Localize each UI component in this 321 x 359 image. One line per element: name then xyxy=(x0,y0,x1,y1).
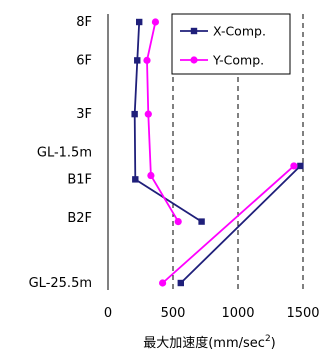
y-label-3f: 3F xyxy=(76,107,92,122)
x-tick-label-500: 500 xyxy=(161,306,186,321)
series-2-point xyxy=(151,18,160,26)
x-tick-label-1000: 1000 xyxy=(221,306,254,321)
x-axis-title-superscript: 2 xyxy=(265,334,271,344)
series-1-point xyxy=(297,162,304,170)
series-2-point xyxy=(174,217,182,226)
series-1-point xyxy=(134,57,141,64)
x-tick-label-0: 0 xyxy=(104,306,112,321)
x-tick-label-1500: 1500 xyxy=(286,306,319,321)
x-axis-title: 最大加速度(mm/sec2) xyxy=(143,334,276,351)
x-axis-title-main: 最大加速度(mm/sec xyxy=(143,335,265,351)
y-label-gl-1-5m: GL-1.5m xyxy=(37,146,92,161)
y-axis-labels: 8F 6F 3F GL-1.5m B1F B2F GL-25.5m xyxy=(29,15,92,291)
series-1-point xyxy=(177,279,184,287)
y-label-6f: 6F xyxy=(76,53,92,68)
legend-label: Y-Comp. xyxy=(212,53,264,68)
y-label-gl-25-5m: GL-25.5m xyxy=(29,276,92,291)
y-label-b1f: B1F xyxy=(67,172,92,187)
series-1-point xyxy=(131,110,138,118)
legend: X-Comp. Y-Comp. xyxy=(171,13,291,75)
series-1-line-2 xyxy=(180,165,302,284)
series-2 xyxy=(143,18,298,287)
series-2-line-2 xyxy=(162,165,295,284)
series-layer xyxy=(131,18,304,287)
x-axis-title-suffix: ) xyxy=(271,336,276,351)
legend-label: X-Comp. xyxy=(213,24,266,39)
series-1-point xyxy=(132,176,139,183)
series-2-point xyxy=(143,56,151,64)
legend-swatch-marker xyxy=(190,27,198,35)
series-2-point xyxy=(159,279,167,287)
series-2-point xyxy=(144,110,152,118)
y-label-8f: 8F xyxy=(76,15,92,30)
series-2-point xyxy=(147,171,155,180)
y-label-b2f: B2F xyxy=(67,211,92,226)
x-axis-labels: 0 500 1000 1500 xyxy=(104,306,320,321)
series-1-point xyxy=(136,18,143,26)
series-1 xyxy=(131,18,304,287)
series-2-point xyxy=(290,162,298,170)
legend-swatch-marker xyxy=(190,56,198,64)
series-1-point xyxy=(198,218,205,225)
legend-box xyxy=(171,13,291,75)
